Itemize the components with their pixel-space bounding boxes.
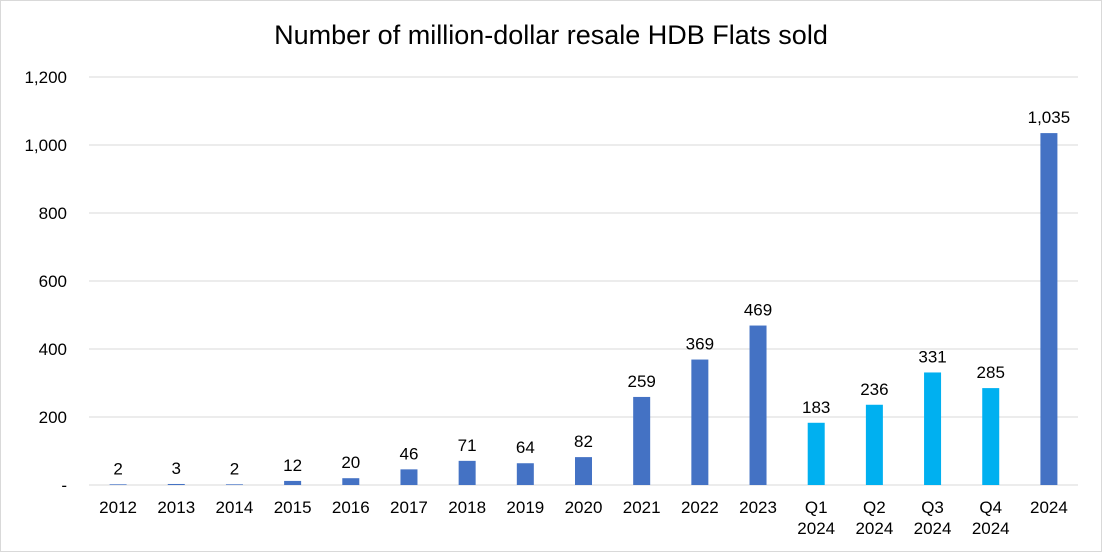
data-label: 2	[113, 459, 122, 478]
x-tick-label: 2018	[448, 498, 486, 517]
data-label: 12	[283, 456, 302, 475]
bar	[225, 484, 243, 485]
bar	[982, 388, 1000, 485]
data-label: 285	[977, 363, 1005, 382]
x-tick-label: 2017	[390, 498, 428, 517]
x-tick-label: 2024	[1030, 498, 1068, 517]
bars	[109, 133, 1058, 485]
data-label: 1,035	[1028, 108, 1071, 127]
x-axis: 2012 2013 2014 2015 2016 2017 2018 2019 2020 2021…	[99, 498, 1068, 538]
x-tick-label: Q4	[979, 498, 1002, 517]
bar	[575, 457, 592, 485]
bar	[458, 460, 476, 485]
x-tick-label: 2013	[157, 498, 195, 517]
y-tick-label: 600	[39, 272, 67, 291]
data-label: 369	[686, 335, 714, 354]
bar	[691, 359, 709, 485]
bar	[167, 483, 185, 485]
data-label: 20	[341, 453, 360, 472]
y-axis: - 200 400 600 800 1,000 1,200	[24, 68, 67, 495]
data-label: 64	[516, 438, 535, 457]
x-tick-label: 2024	[914, 519, 952, 538]
x-tick-label: 2014	[216, 498, 254, 517]
x-tick-label: 2020	[565, 498, 603, 517]
data-label: 71	[458, 436, 477, 455]
bar	[924, 372, 942, 485]
bar	[284, 480, 302, 485]
x-tick-label: 2015	[274, 498, 312, 517]
data-label: 2	[230, 459, 239, 478]
bar	[865, 404, 883, 485]
data-label: 331	[918, 347, 946, 366]
x-tick-label: 2022	[681, 498, 719, 517]
bar	[400, 469, 418, 485]
y-tick-label: 1,200	[24, 68, 67, 87]
x-tick-label: 2023	[739, 498, 777, 517]
grid-lines	[89, 76, 1078, 486]
data-labels: 2 3 2 12 20 46 71 64 82 259 369 469 183 236 331 285 1,03…	[113, 108, 1070, 478]
data-label: 259	[627, 372, 655, 391]
data-label: 469	[744, 301, 772, 320]
x-tick-label: Q2	[863, 498, 886, 517]
x-tick-label: Q3	[921, 498, 944, 517]
x-tick-label: 2012	[99, 498, 137, 517]
x-tick-label: 2024	[972, 519, 1010, 538]
bar	[749, 325, 767, 485]
y-tick-label: 400	[39, 340, 67, 359]
y-tick-label: -	[61, 476, 67, 495]
x-tick-label: 2016	[332, 498, 370, 517]
x-tick-label: 2021	[623, 498, 661, 517]
bar	[109, 484, 127, 485]
data-label: 82	[574, 432, 593, 451]
data-label: 236	[860, 380, 888, 399]
y-tick-label: 800	[39, 204, 67, 223]
y-tick-label: 200	[39, 408, 67, 427]
chart-title: Number of million-dollar resale HDB Flat…	[274, 20, 828, 50]
data-label: 46	[400, 444, 419, 463]
bar	[1040, 133, 1058, 485]
bar	[807, 422, 825, 485]
x-tick-label: Q1	[805, 498, 828, 517]
bar	[342, 478, 360, 485]
data-label: 3	[172, 459, 181, 478]
data-label: 183	[802, 398, 830, 417]
y-tick-label: 1,000	[24, 136, 67, 155]
x-tick-label: 2024	[855, 519, 893, 538]
bar	[633, 396, 651, 485]
x-tick-label: 2024	[797, 519, 835, 538]
x-tick-label: 2019	[506, 498, 544, 517]
bar	[516, 463, 534, 485]
